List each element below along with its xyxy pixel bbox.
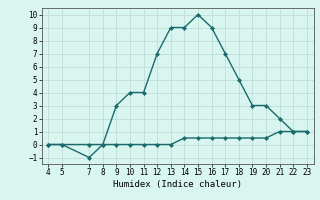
X-axis label: Humidex (Indice chaleur): Humidex (Indice chaleur): [113, 180, 242, 189]
